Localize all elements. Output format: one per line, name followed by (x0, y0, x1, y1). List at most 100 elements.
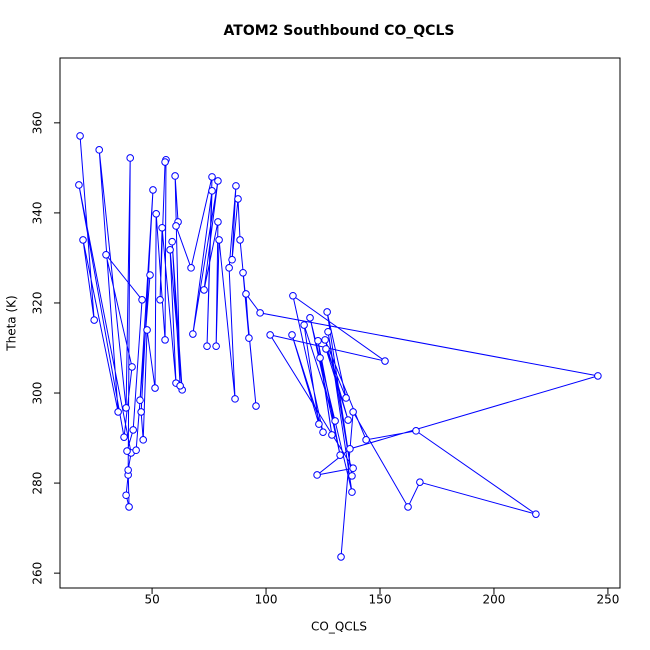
data-point (337, 553, 345, 561)
data-point (203, 342, 211, 350)
data-point (242, 290, 250, 298)
data-point (136, 396, 144, 405)
x-tick-label: 150 (369, 593, 392, 607)
data-point (319, 428, 327, 436)
data-point (166, 246, 174, 254)
data-point (324, 327, 332, 336)
data-point (128, 363, 136, 371)
data-point (156, 296, 164, 304)
data-point (95, 146, 104, 154)
y-tick-label: 300 (31, 382, 45, 405)
data-point (322, 345, 330, 353)
data-point (152, 210, 160, 218)
data-point (161, 336, 169, 344)
data-point (122, 404, 130, 412)
data-point (231, 395, 239, 403)
x-tick-label: 100 (255, 593, 278, 607)
data-point (346, 445, 354, 453)
data-point (125, 503, 133, 511)
data-point (214, 218, 222, 226)
data-point (200, 286, 208, 294)
data-point (161, 158, 169, 166)
data-point (114, 408, 122, 416)
data-point (236, 236, 244, 244)
x-tick-label: 50 (144, 593, 159, 607)
data-point (288, 331, 296, 339)
data-point (146, 271, 154, 279)
data-point (189, 330, 197, 338)
plot-frame (59, 57, 621, 589)
data-point (228, 255, 236, 264)
data-point (158, 223, 166, 232)
data-point (139, 436, 147, 444)
data-point (171, 172, 179, 180)
data-point (225, 264, 233, 272)
data-point (124, 466, 132, 474)
data-point (412, 427, 420, 435)
data-point (362, 436, 370, 444)
data-point (313, 471, 321, 479)
data-point (321, 336, 329, 344)
x-tick-label: 250 (596, 593, 619, 607)
y-tick-label: 340 (31, 201, 45, 224)
data-point (323, 308, 331, 316)
data-point (349, 464, 357, 473)
data-point (149, 186, 157, 194)
y-tick-label: 260 (31, 562, 45, 585)
data-point (234, 195, 242, 203)
data-point (212, 342, 220, 350)
y-tick-label: 360 (31, 111, 45, 134)
data-point (120, 433, 128, 441)
data-point (76, 132, 84, 140)
data-point (208, 187, 216, 195)
data-point (342, 394, 350, 402)
data-point (143, 326, 151, 334)
data-point (404, 503, 412, 511)
data-point (239, 268, 247, 277)
data-point (416, 478, 424, 486)
x-tick-label: 200 (483, 593, 506, 607)
data-point (348, 472, 356, 480)
data-point (151, 384, 159, 392)
data-point (252, 402, 260, 410)
data-point (137, 408, 145, 416)
data-point (90, 316, 98, 324)
data-point (314, 336, 322, 345)
y-tick-label: 280 (31, 472, 45, 495)
y-tick-label: 320 (31, 292, 45, 315)
data-point (129, 426, 137, 434)
data-point (266, 331, 274, 339)
data-point (349, 408, 357, 416)
data-point (168, 237, 176, 246)
data-point (289, 291, 297, 300)
data-point (75, 181, 83, 189)
data-point (176, 382, 184, 390)
data-point (381, 357, 389, 365)
data-point (126, 154, 134, 162)
data-point (232, 182, 240, 190)
data-point (316, 354, 324, 362)
data-line (78, 135, 599, 557)
data-point (132, 446, 140, 455)
data-point (315, 420, 323, 428)
data-point (245, 334, 253, 342)
y-axis-label: Theta (K) (5, 295, 19, 351)
data-point (214, 177, 222, 185)
data-point (138, 296, 146, 304)
data-point (336, 451, 344, 459)
data-point (594, 372, 602, 380)
data-point (344, 416, 352, 424)
data-point (187, 264, 195, 272)
data-point (348, 488, 356, 496)
data-point (79, 236, 87, 244)
data-point (102, 250, 110, 259)
data-point (208, 173, 216, 181)
data-point (532, 510, 540, 518)
data-point (172, 222, 180, 230)
data-point (331, 417, 339, 425)
data-point (306, 314, 314, 322)
data-point (215, 236, 223, 244)
data-point (123, 447, 131, 455)
chart-title: ATOM2 Southbound CO_QCLS (224, 23, 455, 39)
